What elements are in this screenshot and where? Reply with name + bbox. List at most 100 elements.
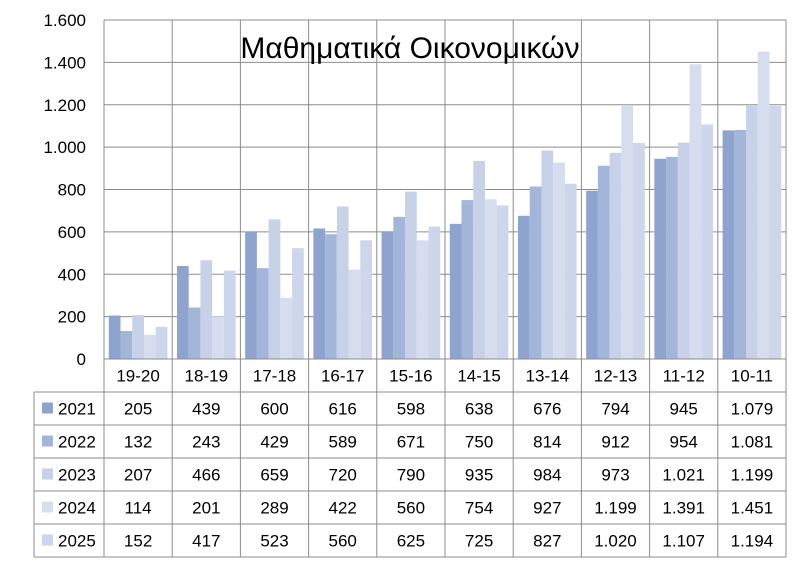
bar [757, 51, 770, 360]
bar [245, 231, 257, 359]
data-label: 984 [533, 466, 561, 485]
data-label: 794 [601, 400, 629, 419]
data-label: 616 [329, 400, 357, 419]
data-label: 152 [124, 532, 152, 551]
bar [654, 158, 667, 359]
bar [200, 260, 213, 359]
bar [176, 265, 189, 359]
x-tick-label: 19-20 [116, 367, 159, 386]
bar [143, 334, 156, 359]
data-label: 659 [260, 466, 288, 485]
data-label: 560 [397, 499, 425, 518]
data-label: 725 [465, 532, 493, 551]
bar [564, 183, 577, 359]
data-label: 114 [125, 499, 152, 518]
data-label: 289 [260, 499, 288, 518]
bar [746, 104, 758, 359]
bar [108, 315, 121, 359]
data-label: 827 [533, 532, 561, 551]
legend-key [42, 468, 53, 480]
bar [586, 190, 598, 359]
bar [689, 64, 702, 360]
bar [597, 165, 610, 359]
legend-key [42, 501, 53, 513]
data-label: 1.194 [731, 532, 774, 551]
data-label: 912 [601, 433, 629, 452]
bar [734, 129, 747, 359]
bar [769, 106, 782, 360]
legend-label: 2024 [58, 499, 96, 518]
y-tick-label: 1.400 [43, 53, 86, 72]
bar [541, 150, 554, 359]
bar [633, 142, 645, 359]
data-label: 1.081 [731, 433, 774, 452]
bar [336, 206, 349, 359]
x-tick-label: 11-12 [663, 367, 705, 386]
y-tick-label: 0 [77, 350, 86, 369]
data-label: 676 [533, 400, 561, 419]
data-label: 1.199 [594, 499, 637, 518]
data-label: 439 [192, 400, 220, 419]
bar [280, 297, 293, 359]
axes: 0 200 400 600 800 1.000 1.200 1.400 1.600 [43, 11, 86, 369]
x-tick-label: 14-15 [457, 367, 500, 386]
bar [268, 219, 281, 359]
data-label: 945 [670, 400, 698, 419]
data-label: 1.107 [662, 532, 705, 551]
data-label: 814 [533, 433, 561, 452]
bar [609, 152, 622, 359]
bar [393, 216, 406, 359]
legend-label: 2021 [58, 400, 96, 419]
legend-label: 2025 [58, 532, 96, 551]
bar [155, 326, 168, 359]
bar [428, 226, 441, 359]
data-label: 201 [192, 499, 220, 518]
bar [405, 191, 417, 359]
y-tick-label: 800 [58, 181, 86, 200]
data-label: 1.020 [594, 532, 637, 551]
grid [103, 19, 787, 360]
data-label: 935 [465, 466, 493, 485]
bar [484, 199, 497, 359]
data-label: 205 [124, 400, 152, 419]
data-label: 1.079 [731, 400, 774, 419]
x-tick-label: 13-14 [526, 367, 569, 386]
data-label: 1.199 [731, 466, 774, 485]
y-tick-label: 600 [58, 223, 86, 242]
x-tick-label: 18-19 [185, 367, 228, 386]
data-label: 207 [124, 466, 152, 485]
bar [120, 331, 133, 359]
bar [188, 307, 201, 359]
bar [449, 223, 462, 359]
data-label: 671 [397, 433, 425, 452]
bar [473, 160, 485, 359]
bar [701, 124, 714, 359]
bar [677, 142, 690, 359]
bar [621, 104, 634, 359]
legend-label: 2023 [58, 466, 96, 485]
bar [529, 186, 542, 359]
bar [416, 240, 429, 359]
bar [461, 200, 474, 359]
data-label: 720 [329, 466, 357, 485]
y-tick-label: 200 [58, 308, 86, 327]
chart-title: Μαθηματικά Οικονομικών [240, 32, 579, 65]
x-tick-label: 10-11 [731, 367, 773, 386]
bars [108, 51, 782, 360]
data-label: 132 [124, 433, 152, 452]
data-label: 1.451 [731, 499, 774, 518]
x-tick-label: 17-18 [253, 367, 296, 386]
data-label: 927 [533, 499, 561, 518]
x-tick-label: 16-17 [321, 367, 364, 386]
data-label: 625 [397, 532, 425, 551]
data-label: 790 [397, 466, 425, 485]
x-tick-label: 12-13 [594, 367, 637, 386]
bar [348, 269, 361, 359]
legend-key [42, 534, 53, 546]
data-label: 600 [260, 400, 288, 419]
data-label: 973 [601, 466, 629, 485]
bar [496, 205, 509, 359]
x-tick-label: 15-16 [389, 367, 432, 386]
